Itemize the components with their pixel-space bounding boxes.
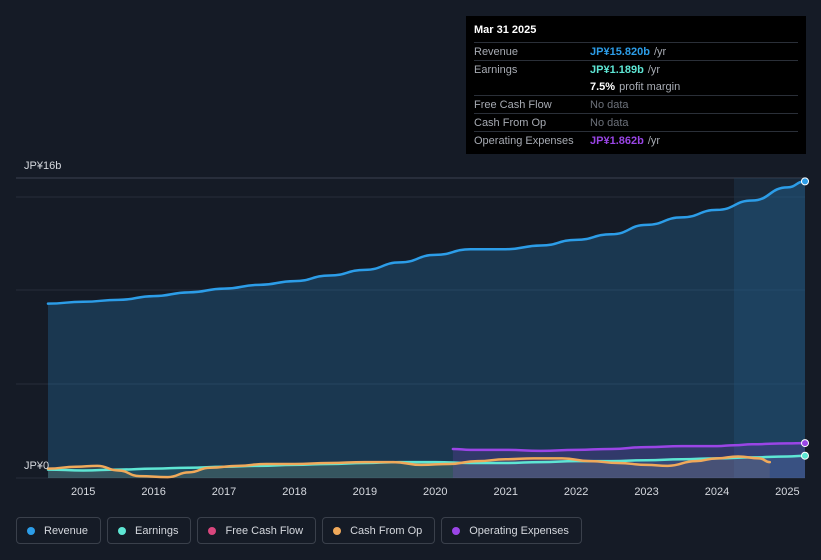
- cash-from-op-line: [46, 455, 772, 479]
- tooltip-fcf-label: Free Cash Flow: [474, 98, 552, 111]
- x-tick-label: 2015: [71, 486, 95, 498]
- x-tick-label: 2023: [634, 486, 658, 498]
- legend-revenue-label: Revenue: [44, 524, 89, 537]
- x-axis-ticks: 2015 2016 2017 2018 2019 2020 2021 2022 2023 2024…: [71, 486, 800, 498]
- x-tick-label: 2017: [212, 486, 236, 498]
- tooltip-row-opex: Operating Expenses JP¥1.862b /yr: [474, 131, 798, 149]
- revenue-end-dot: [801, 177, 809, 186]
- y-axis-bottom-label: JP¥0: [24, 460, 50, 472]
- tooltip-opex-label: Operating Expenses: [474, 134, 574, 147]
- x-tick-label: 2022: [564, 486, 588, 498]
- tooltip-revenue-value: JP¥15.820b: [590, 45, 650, 58]
- tooltip-date: Mar 31 2025: [474, 24, 537, 36]
- legend-operating-expenses[interactable]: Operating Expenses: [441, 517, 582, 544]
- legend-cash-from-op[interactable]: Cash From Op: [322, 517, 436, 544]
- series-lines: [46, 180, 807, 479]
- x-tick-label: 2025: [775, 486, 799, 498]
- x-tick-label: 2019: [353, 486, 377, 498]
- tooltip-opex-unit: /yr: [647, 134, 661, 147]
- tooltip-cfo-value: No data: [590, 116, 629, 129]
- earnings-line: [46, 454, 807, 472]
- series-end-dots: [801, 177, 809, 460]
- tooltip-row-cfo: Cash From Op No data: [474, 113, 798, 131]
- x-tick-label: 2024: [705, 486, 729, 498]
- tooltip-fcf-value: No data: [590, 98, 629, 111]
- legend-free-cash-flow-label: Free Cash Flow: [225, 524, 304, 537]
- forecast-shade: [734, 178, 805, 478]
- tooltip-earnings-unit: /yr: [647, 63, 661, 76]
- x-tick-label: 2018: [282, 486, 306, 498]
- tooltip-earnings-value: JP¥1.189b: [590, 63, 644, 76]
- tooltip: Mar 31 2025 Revenue JP¥15.820b /yr Earni…: [466, 16, 806, 154]
- legend-free-cash-flow-dot: [208, 526, 217, 535]
- series-areas: [48, 181, 805, 478]
- tooltip-margin-label: profit margin: [619, 80, 681, 93]
- tooltip-revenue-unit: /yr: [653, 45, 667, 58]
- earnings-end-dot: [801, 451, 809, 460]
- legend-earnings-dot: [118, 526, 127, 535]
- tooltip-opex-value: JP¥1.862b: [590, 134, 644, 147]
- legend-cash-from-op-dot: [333, 526, 342, 535]
- legend-revenue-dot: [27, 526, 35, 535]
- tooltip-row-earnings: Earnings JP¥1.189b /yr: [474, 60, 798, 78]
- x-tick-label: 2021: [493, 486, 517, 498]
- revenue-area: [48, 181, 805, 478]
- tooltip-row-revenue: Revenue JP¥15.820b /yr: [474, 42, 798, 60]
- tooltip-revenue-label: Revenue: [474, 45, 519, 58]
- operating-expenses-line: [451, 441, 807, 453]
- operating-expenses-end-dot: [801, 439, 809, 448]
- legend-free-cash-flow[interactable]: Free Cash Flow: [197, 517, 317, 544]
- legend-operating-expenses-label: Operating Expenses: [469, 524, 569, 537]
- gridlines: [16, 177, 805, 479]
- tooltip-cfo-label: Cash From Op: [474, 116, 547, 129]
- legend-earnings[interactable]: Earnings: [107, 517, 192, 544]
- x-tick-label: 2016: [141, 486, 165, 498]
- legend-earnings-label: Earnings: [135, 524, 179, 537]
- x-tick-label: 2020: [423, 486, 447, 498]
- y-axis-top-label: JP¥16b: [24, 160, 62, 172]
- tooltip-row-fcf: Free Cash Flow No data: [474, 95, 798, 113]
- tooltip-earnings-label: Earnings: [474, 63, 518, 76]
- legend-operating-expenses-dot: [452, 526, 461, 535]
- legend-revenue[interactable]: Revenue: [16, 517, 102, 544]
- revenue-line: [46, 180, 807, 305]
- legend: Revenue Earnings Free Cash Flow Cash Fro…: [16, 517, 582, 544]
- tooltip-margin-value: 7.5%: [590, 80, 616, 93]
- legend-cash-from-op-label: Cash From Op: [350, 524, 423, 537]
- tooltip-row-margin: 7.5% profit margin: [474, 78, 798, 95]
